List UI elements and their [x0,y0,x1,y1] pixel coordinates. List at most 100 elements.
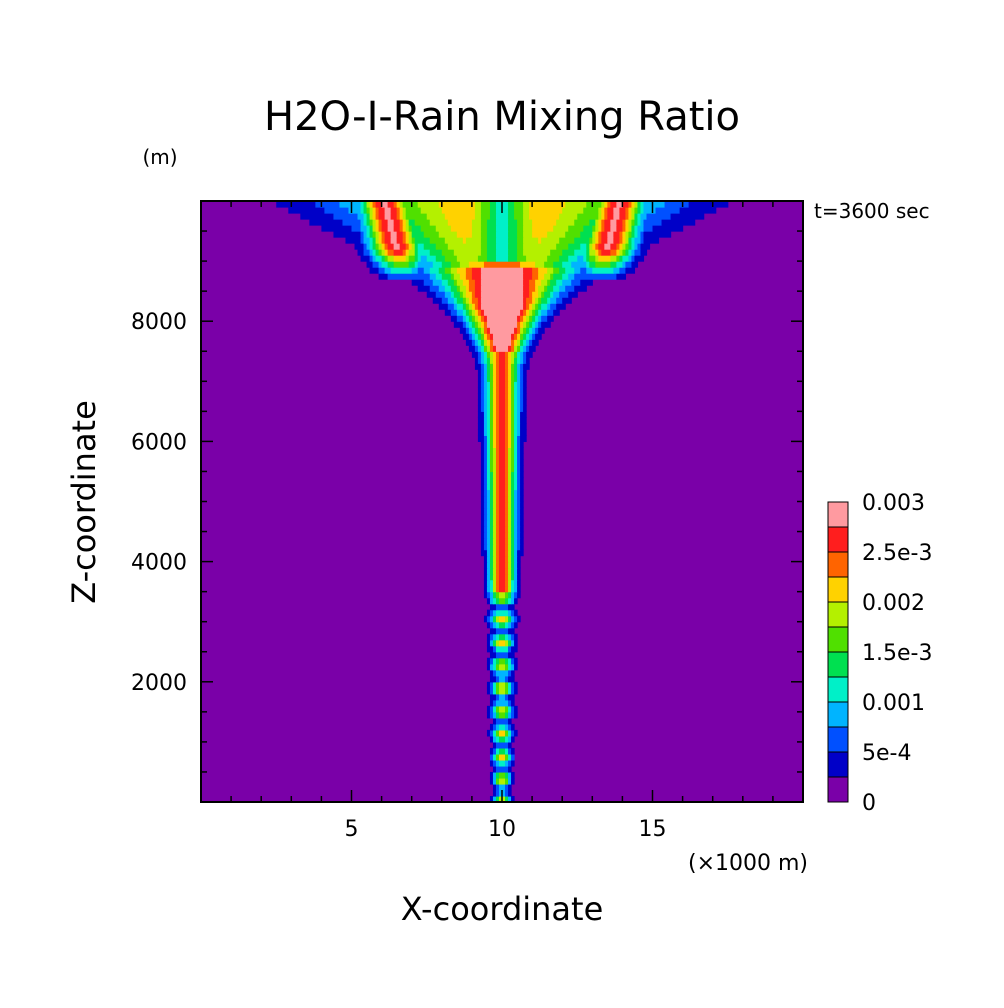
field-cell [514,507,518,515]
field-cell [414,249,419,256]
field-cell [508,441,512,449]
field-cell [631,213,636,220]
field-cell [535,309,539,316]
field-cell [495,231,509,238]
field-cell [508,507,512,515]
field-cell [514,207,524,214]
field-cell [462,333,470,340]
field-cell [532,333,536,340]
field-cell [465,327,470,334]
field-cell [532,297,536,304]
field-cell [508,207,515,214]
field-cell [486,375,491,382]
field-cell [366,243,371,250]
field-cell [492,513,497,521]
field-cell [462,237,467,244]
field-cell [480,375,485,382]
field-cell [592,231,596,238]
field-cell [529,315,533,322]
field-cell [508,591,512,599]
field-cell [489,531,494,539]
field-cell [495,387,500,394]
field-cell [625,219,630,226]
field-cell [508,717,512,725]
field-cell [486,729,491,737]
field-cell [486,489,491,497]
field-cell [495,573,500,581]
field-cell [468,333,473,340]
field-cell [511,705,515,713]
field-cell [619,243,623,250]
field-cell [393,261,410,268]
field-cell [514,411,518,418]
field-cell [360,219,365,226]
field-cell [523,249,551,256]
field-cell [492,687,497,695]
field-cell [520,363,524,370]
field-cell [399,213,404,220]
field-cell [405,231,410,238]
field-cell [489,519,494,527]
field-cell [601,225,605,232]
field-cell [520,405,524,412]
field-cell [366,201,371,208]
field-cell [517,483,521,491]
field-cell [489,591,494,599]
field-cell [532,231,548,238]
field-cell [505,501,509,509]
field-cell [486,219,497,226]
field-cell [483,375,488,382]
field-cell [498,585,506,593]
field-cell [511,777,515,785]
field-cell [480,267,524,274]
field-cell [495,741,509,749]
field-cell [480,441,485,449]
field-cell [511,387,515,394]
field-cell [480,495,485,503]
field-cell [505,465,509,473]
field-cell [616,273,627,280]
field-cell [508,225,518,232]
field-cell [520,435,527,442]
field-cell [444,309,452,316]
field-cell [514,369,518,376]
field-cell [435,243,449,250]
field-cell [483,495,488,503]
field-cell [511,591,515,599]
field-cell [505,495,509,503]
field-cell [417,267,425,274]
field-cell [508,483,512,491]
field-cell [508,495,512,503]
field-cell [384,267,392,274]
field-cell [498,537,506,545]
field-cell [492,453,497,461]
field-cell [408,255,416,262]
field-cell [495,567,500,575]
field-cell [486,447,491,455]
field-cell [372,231,377,238]
field-cell [495,627,509,635]
field-cell [586,249,590,256]
field-cell [489,549,494,557]
field-cell [586,255,590,262]
field-cell [429,249,443,256]
field-cell [477,435,485,442]
field-cell [489,555,494,563]
field-cell [480,303,524,310]
field-cell [547,279,551,286]
x-tick-label: 5 [345,817,359,842]
field-cell [529,291,533,298]
field-cell [357,249,365,256]
field-cell [489,537,494,545]
field-cell [547,309,554,316]
field-cell [652,225,684,232]
field-cell [505,561,509,569]
field-cell [498,777,506,785]
field-cell [523,201,530,208]
field-cell [486,705,491,713]
field-cell [372,249,377,256]
field-cell [489,501,494,509]
field-cell [526,345,530,352]
